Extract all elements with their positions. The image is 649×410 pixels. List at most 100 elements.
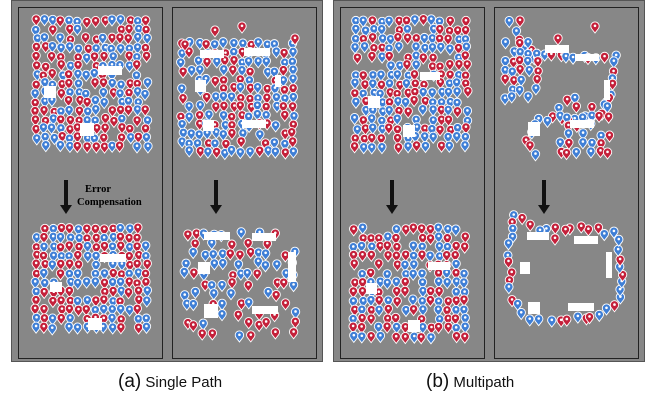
caption-b-text: Multipath — [453, 374, 515, 391]
map-pin-icon — [443, 104, 453, 118]
map-pin-icon — [418, 52, 428, 65]
map-pin-icon — [32, 133, 42, 146]
map-pin-icon — [99, 277, 110, 290]
map-pin-icon — [523, 91, 533, 104]
map-pin-icon — [261, 248, 271, 261]
map-pin-icon — [217, 309, 227, 322]
map-pin-icon — [358, 15, 368, 28]
map-pin-icon — [99, 51, 109, 64]
map-pin-icon — [425, 233, 436, 246]
map-pin-icon — [428, 104, 438, 117]
map-pin-icon — [217, 280, 227, 293]
map-pin-icon — [391, 224, 402, 237]
map-pin-icon — [383, 231, 393, 244]
map-pin-icon — [271, 290, 281, 303]
map-pin-icon — [442, 233, 452, 246]
map-pin-icon — [452, 86, 462, 99]
map-pin-icon — [246, 330, 256, 343]
map-pin-icon — [30, 303, 40, 316]
map-pin-icon — [108, 285, 118, 299]
map-pin-icon — [599, 51, 610, 65]
map-pin-icon — [235, 100, 245, 113]
map-pin-icon — [31, 124, 41, 137]
map-pin-icon — [202, 56, 212, 70]
map-pin-icon — [367, 113, 377, 126]
map-pin-icon — [562, 94, 572, 107]
map-pin-icon — [382, 269, 392, 282]
map-pin-icon — [225, 248, 235, 261]
obstacle-block — [198, 262, 210, 274]
map-pin-icon — [142, 33, 152, 46]
map-pin-icon — [177, 48, 187, 61]
map-pin-icon — [462, 106, 473, 119]
map-pin-icon — [243, 238, 253, 251]
map-pin-icon — [107, 78, 117, 91]
map-pin-icon — [280, 109, 290, 123]
map-pin-icon — [202, 92, 212, 105]
map-pin-icon — [143, 77, 153, 90]
map-pin-icon — [280, 298, 291, 311]
map-pin-icon — [349, 141, 360, 154]
map-pin-icon — [400, 97, 411, 110]
map-pin-icon — [48, 24, 58, 37]
map-pin-icon — [288, 83, 298, 96]
map-pin-icon — [451, 295, 461, 308]
map-pin-icon — [359, 142, 369, 155]
map-pin-icon — [411, 140, 422, 153]
error-compensation-label: Error Compensation — [77, 183, 142, 209]
map-pin-icon — [553, 33, 563, 46]
map-pin-icon — [65, 115, 75, 128]
map-pin-icon — [515, 55, 525, 68]
map-pin-icon — [391, 233, 401, 246]
map-pin-icon — [409, 304, 419, 317]
map-pin-icon — [39, 232, 49, 245]
map-pin-icon — [500, 37, 511, 50]
map-pin-icon — [73, 250, 83, 263]
map-pin-icon — [195, 100, 205, 113]
map-pin-icon — [218, 129, 228, 142]
map-pin-icon — [31, 41, 42, 55]
map-pin-icon — [210, 25, 220, 38]
map-pin-icon — [49, 133, 59, 146]
map-pin-icon — [503, 238, 514, 251]
map-pin-icon — [594, 110, 604, 124]
map-pin-icon — [590, 21, 600, 34]
caption-b-letter: (b) — [426, 371, 450, 392]
map-pin-icon — [279, 277, 289, 290]
map-pin-icon — [460, 231, 470, 244]
obstacle-block — [574, 236, 598, 244]
map-pin-icon — [229, 38, 239, 51]
map-pin-icon — [115, 223, 125, 236]
map-pin-icon — [178, 93, 188, 106]
map-pin-icon — [515, 38, 525, 51]
map-pin-icon — [142, 258, 152, 271]
map-pin-icon — [141, 132, 152, 145]
map-pin-icon — [602, 147, 613, 160]
map-pin-icon — [391, 312, 401, 326]
map-pin-icon — [384, 51, 394, 64]
map-pin-icon — [55, 232, 66, 245]
map-pin-icon — [593, 222, 604, 235]
map-pin-icon — [352, 124, 362, 137]
map-pin-icon — [507, 91, 517, 104]
map-pin-icon — [252, 109, 263, 122]
map-pin-icon — [204, 109, 214, 122]
map-pin-icon — [433, 304, 443, 317]
map-pin-icon — [64, 240, 74, 253]
map-pin-icon — [550, 222, 560, 235]
map-pin-icon — [444, 140, 454, 153]
map-pin-icon — [411, 59, 421, 72]
map-pin-icon — [561, 148, 572, 161]
map-pin-icon — [89, 51, 100, 64]
map-pin-icon — [134, 322, 144, 335]
map-pin-icon — [366, 249, 376, 263]
map-pin-icon — [443, 114, 454, 127]
map-pin-icon — [143, 141, 153, 154]
map-pin-icon — [31, 258, 41, 271]
map-pin-icon — [573, 311, 583, 324]
map-pin-icon — [140, 104, 150, 117]
map-pin-icon — [599, 229, 609, 242]
map-pin-icon — [366, 313, 376, 326]
map-pin-icon — [418, 285, 428, 299]
obstacle-block — [252, 233, 276, 241]
